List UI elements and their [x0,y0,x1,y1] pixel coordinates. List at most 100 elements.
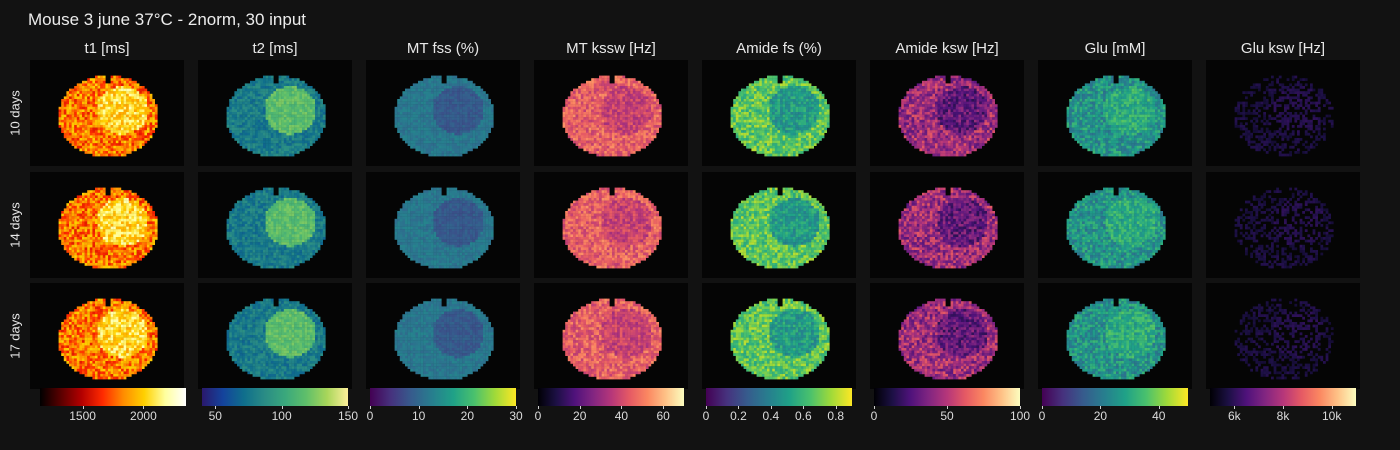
heatmap-cell [71,237,75,240]
heatmap-cell [82,88,85,92]
heatmap-cell [95,265,98,269]
heatmap-cell [247,211,251,214]
heatmap-cell [255,306,258,310]
heatmap-cell [299,311,303,315]
heatmap-cell [100,117,103,120]
heatmap-cell [92,99,96,102]
heatmap-cell [286,104,290,107]
heatmap-cell [320,119,323,123]
heatmap-cell [131,132,135,136]
heatmap-cell [237,96,240,100]
heatmap-cell [92,229,96,232]
brain-map [58,298,158,380]
heatmap-cell [304,247,308,251]
heatmap-cell [89,86,93,89]
heatmap-cell [113,195,116,199]
heatmap-cell [302,109,305,113]
heatmap-cell [74,93,77,97]
heatmap-cell [141,218,145,222]
heatmap-cell [139,138,142,141]
heatmap-cell [252,145,256,149]
heatmap-cell [273,83,277,87]
heatmap-cell [95,301,98,304]
heatmap-cell [97,114,101,118]
heatmap-cell [231,101,235,105]
heatmap-cell [289,143,292,146]
heatmap-cell [141,319,145,323]
heatmap-cell [134,80,137,84]
heatmap-cell [260,130,264,133]
heatmap-cell [58,234,62,238]
heatmap-cell [309,99,313,102]
heatmap-cell [118,127,122,131]
heatmap-cell [102,122,106,126]
heatmap-cell [136,208,140,212]
heatmap-cell [79,106,83,110]
heatmap-cell [76,127,80,131]
heatmap-cell [250,205,253,209]
heatmap-cell [257,303,261,307]
heatmap-cell [320,101,323,105]
heatmap-cell [110,125,114,128]
heatmap-cell [121,237,124,240]
heatmap-cell [95,340,98,343]
heatmap-cell [317,237,321,240]
heatmap-cell [250,247,253,251]
heatmap-cell [118,216,122,219]
heatmap-cell [66,135,70,139]
heatmap-cell [239,229,243,232]
heatmap-cell [102,200,106,204]
heatmap-cell [317,216,321,219]
heatmap-cell [131,211,135,214]
heatmap-cell [100,101,103,105]
heatmap-cell [110,187,114,191]
heatmap-cell [315,106,318,110]
heatmap-cell [260,208,264,212]
heatmap-cell [315,127,318,131]
heatmap-cell [229,119,232,123]
heatmap-cell [320,125,323,128]
heatmap-cell [255,138,258,141]
heatmap-cell [128,213,132,217]
heatmap-cell [255,316,258,320]
heatmap-cell [76,195,80,199]
heatmap-cell [234,109,238,113]
heatmap-cell [110,101,114,105]
heatmap-cell [69,218,72,222]
heatmap-cell [84,145,88,149]
heatmap-cell [84,211,88,214]
heatmap-cell [302,99,305,102]
heatmap-cell [257,127,261,131]
heatmap-cell [115,75,119,79]
heatmap-cell [276,138,279,141]
heatmap-cell [147,250,150,253]
heatmap-cell [286,101,290,105]
heatmap-cell [312,104,316,107]
heatmap-cell [136,345,140,349]
heatmap-cell [234,231,238,235]
heatmap-cell [244,239,248,243]
heatmap-cell [320,127,323,131]
heatmap-cell [239,208,243,212]
heatmap-cell [276,234,279,238]
heatmap-cell [147,96,150,100]
heatmap-cell [263,101,266,105]
heatmap-cell [121,335,124,338]
heatmap-cell [82,342,85,346]
heatmap-cell [102,335,106,338]
heatmap-cell [123,301,127,304]
heatmap-cell [268,260,271,264]
heatmap-cell [265,101,269,105]
heatmap-cell [144,211,148,214]
heatmap-cell [276,132,279,136]
heatmap-cell [147,112,150,115]
heatmap-cell [268,265,271,269]
heatmap-cell [95,75,98,79]
heatmap-cell [118,255,122,258]
heatmap-cell [276,257,279,261]
heatmap-cell [102,187,106,191]
heatmap-cell [141,342,145,346]
heatmap-cell [108,130,111,133]
heatmap-cell [108,106,111,110]
heatmap-cell [71,322,75,325]
